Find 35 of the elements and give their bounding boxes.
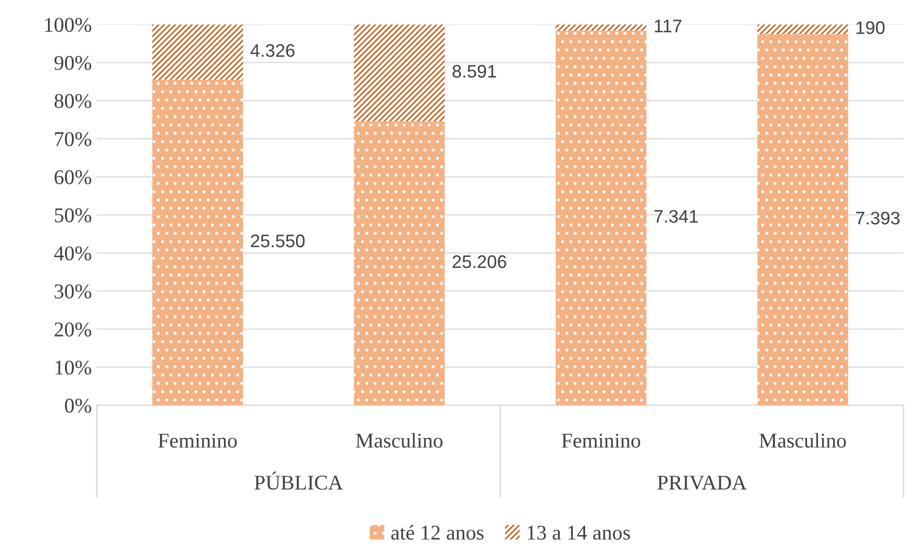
y-tick-label: 40% xyxy=(54,246,92,260)
x-tick-label: Feminino xyxy=(158,434,237,448)
text: PÚBLICA xyxy=(254,472,343,490)
y-tick-label: 20% xyxy=(54,322,92,337)
bar xyxy=(757,34,848,406)
annotation: 190 xyxy=(856,21,885,34)
annotation: 7.341 xyxy=(654,210,698,223)
bar xyxy=(354,24,445,122)
y-tick-label: 30% xyxy=(54,284,92,299)
annotation: 7.393 xyxy=(856,212,900,224)
bar xyxy=(556,30,646,406)
y-tick-label: 0% xyxy=(64,398,92,413)
bar xyxy=(757,24,848,34)
y-tick-label: 60% xyxy=(54,170,92,184)
annotation: 117 xyxy=(654,20,682,32)
x-tick-label: Masculino xyxy=(759,433,846,448)
bar xyxy=(354,121,445,406)
y-tick-label: 90% xyxy=(54,56,92,70)
text: PRIVADA xyxy=(658,476,747,490)
annotation: 25.206 xyxy=(452,255,506,268)
y-tick-label: 100% xyxy=(45,18,92,32)
x-tick-label: Feminino xyxy=(562,434,640,448)
legend-label: até 12 anos xyxy=(391,525,484,540)
bar xyxy=(556,24,646,31)
bar xyxy=(152,80,244,406)
bar xyxy=(152,24,244,80)
y-tick-label: 50% xyxy=(54,208,92,222)
y-tick-label: 10% xyxy=(56,360,92,375)
annotation: 25.550 xyxy=(251,234,305,248)
y-tick-label: 80% xyxy=(54,94,92,108)
annotation: 4.326 xyxy=(250,44,294,57)
annotation: 8.591 xyxy=(452,64,496,78)
x-tick-label: Masculino xyxy=(356,433,443,448)
legend-label: 13 a 14 anos xyxy=(528,526,630,540)
y-tick-label: 70% xyxy=(55,132,92,146)
